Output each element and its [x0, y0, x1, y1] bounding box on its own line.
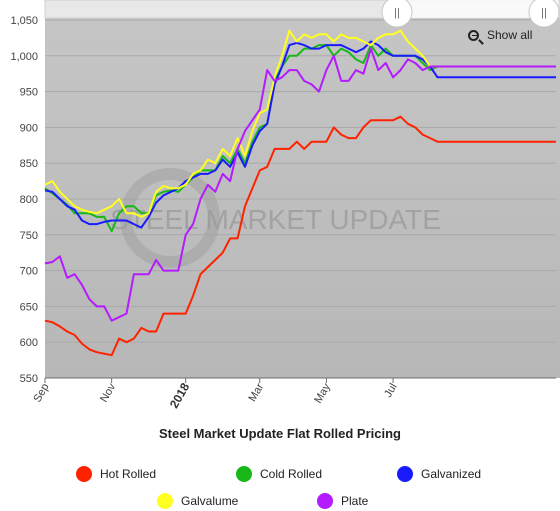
show-all-label: Show all: [487, 28, 533, 42]
y-tick-label: 850: [20, 158, 38, 170]
y-tick-label: 800: [20, 194, 38, 206]
chart-title: Steel Market Update Flat Rolled Pricing: [159, 426, 401, 441]
series-layer: [44, 29, 556, 357]
legend-marker: [76, 466, 92, 482]
navigator-handle: [381, 0, 413, 28]
legend-item-plate[interactable]: Plate: [317, 493, 368, 509]
x-tick-label: Nov: [98, 381, 118, 404]
y-tick-label: 950: [20, 87, 38, 99]
legend-item-galvanized[interactable]: Galvanized: [397, 466, 481, 482]
navigator-window: [394, 0, 558, 18]
legend-label: Hot Rolled: [100, 467, 157, 481]
legend-label: Galvalume: [181, 494, 239, 508]
legend-item-galvalume[interactable]: Galvalume: [157, 493, 238, 509]
y-tick-label: 1,050: [10, 15, 38, 27]
navigator-handle-grip: ||: [541, 7, 547, 19]
legend-marker: [236, 466, 252, 482]
y-tick-label: 650: [20, 301, 38, 313]
legend-marker: [157, 493, 173, 509]
legend-label: Plate: [341, 494, 369, 508]
zoom-out-icon: [468, 29, 479, 41]
series-line-plate: [44, 47, 556, 322]
legend-item-cold-rolled[interactable]: Cold Rolled: [236, 466, 322, 482]
watermark-text: STEEL MARKET UPDATE: [110, 204, 441, 235]
y-tick-label: 900: [20, 122, 38, 134]
legend-label: Galvanized: [421, 467, 482, 481]
line-chart: STEEL MARKET UPDATE 550 600 650 700 750 800 85…: [10, 0, 560, 411]
y-tick-label: 600: [20, 337, 38, 349]
x-tick-label: Mar: [246, 381, 266, 404]
y-tick-label: 700: [20, 266, 38, 278]
zoom-navigator[interactable]: || ||: [44, 0, 560, 28]
legend-item-hot-rolled[interactable]: Hot Rolled: [76, 466, 156, 482]
x-tick-label: May: [312, 381, 333, 405]
y-tick-label: 750: [20, 230, 38, 242]
legend-label: Cold Rolled: [260, 467, 323, 481]
watermark-logo: STEEL MARKET UPDATE: [110, 168, 441, 268]
plot-area: [45, 0, 560, 378]
series-line-hot-rolled: [44, 115, 556, 357]
navigator-handle-grip: ||: [394, 7, 400, 19]
series-line-galvanized: [44, 40, 556, 229]
navigator-handle: [528, 0, 560, 28]
y-tick-label: 1,000: [10, 51, 38, 63]
legend-marker: [317, 493, 333, 509]
x-tick-label: 2018: [167, 380, 193, 410]
y-tick-label: 550: [20, 373, 38, 385]
plot-background: [45, 0, 560, 378]
watermark-circle: [120, 168, 220, 268]
legend-marker: [397, 466, 413, 482]
show-all-button[interactable]: Show all: [468, 28, 532, 42]
x-tick-label: Jul: [382, 382, 399, 400]
